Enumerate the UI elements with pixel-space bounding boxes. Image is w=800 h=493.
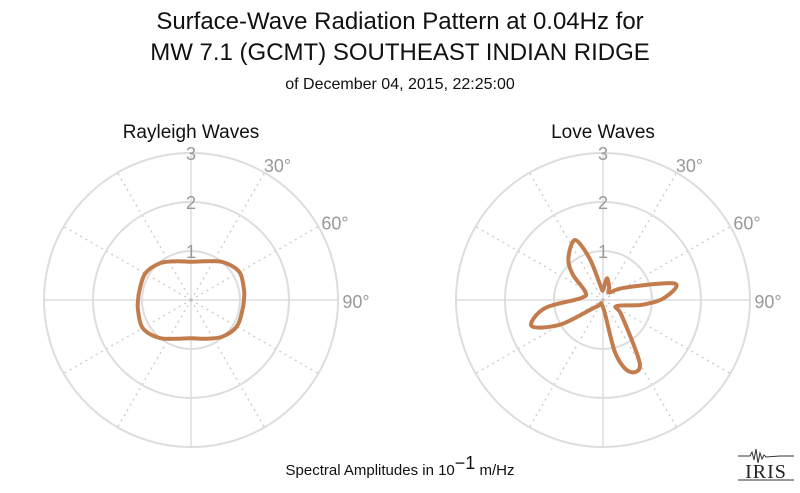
grid-ring [92, 201, 290, 399]
grid-spoke [63, 225, 192, 301]
grid-spoke [116, 299, 192, 428]
grid-ring [43, 152, 339, 448]
grid-spoke [602, 172, 678, 301]
radiation-pattern-curve [135, 259, 247, 341]
angle-tick-label: 30° [264, 156, 291, 176]
chart-title-line1: Surface-Wave Radiation Pattern at 0.04Hz… [156, 8, 644, 35]
angle-tick-label: 60° [733, 214, 760, 234]
polar-chart-1: Rayleigh Waves 1 2 3 30° 60° 90° [43, 122, 370, 448]
grid-ring [553, 250, 653, 350]
grid-spoke [190, 225, 319, 301]
grid-ring [455, 152, 751, 448]
logo-text: IRIS [745, 461, 787, 483]
radial-tick-label: 3 [598, 144, 608, 164]
radial-tick-label: 3 [186, 144, 196, 164]
panel-title: Love Waves [551, 122, 655, 143]
radial-tick-label: 2 [186, 193, 196, 213]
grid-spoke [602, 299, 731, 375]
grid-spoke [190, 299, 266, 428]
units-prefix: Spectral Amplitudes in 10 [285, 462, 455, 479]
grid-spoke [116, 172, 192, 301]
grid-spoke [190, 299, 319, 375]
grid-ring [504, 201, 702, 399]
center-dot [601, 298, 605, 302]
angle-tick-label: 30° [676, 156, 703, 176]
grid-spoke [528, 172, 604, 301]
units-exponent: −1 [454, 453, 476, 473]
chart-title-line2: MW 7.1 (GCMT) SOUTHEAST INDIAN RIDGE [150, 39, 650, 66]
angle-tick-label: 90° [342, 292, 369, 312]
panel-title: Rayleigh Waves [123, 122, 260, 143]
angle-tick-label: 60° [321, 214, 348, 234]
angle-tick-label: 90° [754, 292, 781, 312]
units-suffix: m/Hz [475, 462, 515, 479]
seismogram-squiggle [738, 448, 794, 464]
center-dot [189, 298, 193, 302]
iris-logo: IRIS [738, 448, 794, 483]
radial-tick-label: 2 [598, 193, 608, 213]
radial-tick-label: 1 [598, 242, 608, 262]
radial-tick-label: 1 [186, 242, 196, 262]
polar-chart-2: Love Waves 1 2 3 30° 60° 90° [455, 122, 782, 448]
grid-spoke [528, 299, 604, 428]
radiation-pattern-curve [529, 238, 679, 375]
grid-spoke [190, 172, 266, 301]
grid-spoke [63, 299, 192, 375]
amplitude-units-caption: Spectral Amplitudes in 10−1 m/Hz [0, 453, 800, 479]
grid-ring [141, 250, 241, 350]
chart-subtitle-date: of December 04, 2015, 22:25:00 [285, 76, 515, 93]
